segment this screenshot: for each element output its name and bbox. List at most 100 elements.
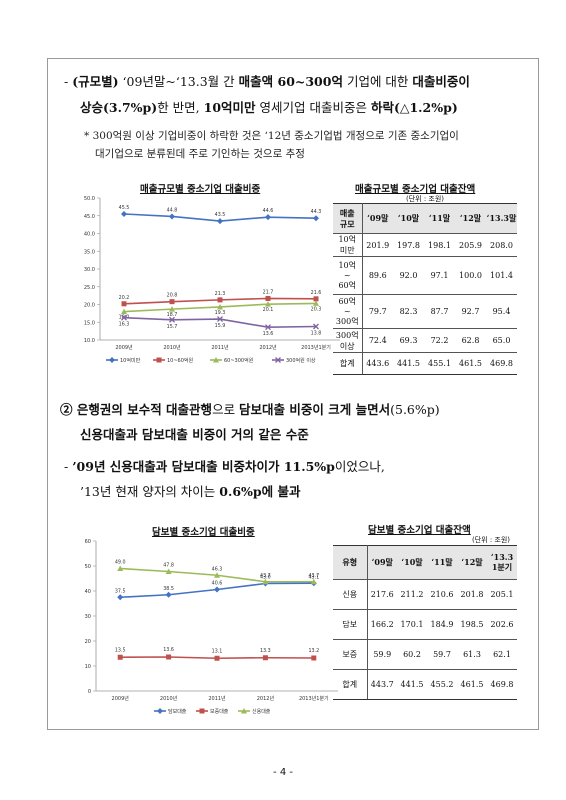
table-cell: 87.7: [424, 294, 455, 329]
data-point: [166, 654, 172, 660]
data-point: [169, 316, 175, 323]
data-point-stroke: [265, 324, 271, 331]
data-point: [165, 591, 172, 598]
data-point-stroke: [313, 323, 319, 330]
table-cell: 441.5: [397, 669, 427, 700]
y-tick-label: 45.0: [84, 214, 95, 220]
table-cell: 60.2: [397, 639, 427, 670]
table-cell: 97.1: [424, 256, 455, 295]
data-point: [265, 301, 271, 307]
para2-line1: ② 은행권의 보수적 대출관행으로 담보대출 비중이 크게 늘면서(5.6%p): [60, 398, 440, 422]
table-cell: 92.7: [455, 294, 486, 329]
y-tick-label: 35.0: [84, 249, 95, 255]
table-cell: 59.7: [427, 639, 457, 670]
data-point: [313, 323, 319, 330]
data-point: [121, 308, 127, 315]
table-header-cell: ‘10말: [393, 203, 424, 234]
y-tick-label: 50.0: [84, 196, 95, 202]
text-run: 으로: [212, 402, 240, 417]
table-header-cell: 유형: [333, 545, 368, 580]
table-cell: 59.9: [367, 639, 397, 670]
data-point: [121, 210, 127, 217]
table-cell: 208.0: [486, 233, 517, 257]
table-cell: 455.2: [427, 669, 457, 700]
x-tick-label: 2012년: [259, 344, 277, 351]
data-point: [241, 708, 247, 714]
x-tick-label: 2012년: [257, 695, 275, 702]
text-run: ’09년 신용대출과 담보대출 비중차이가 11.5%p: [72, 459, 335, 474]
data-point: [117, 594, 124, 601]
table-cell: 198.1: [424, 233, 455, 257]
legend-item: 담보대출: [154, 708, 187, 715]
x-tick-label: 2013년1분기: [299, 695, 329, 702]
data-label: 49.0: [115, 560, 126, 566]
text-run: ’13년 현재 양자의 차이는: [80, 484, 220, 499]
table-cell: 443.7: [367, 669, 397, 700]
data-point: [169, 299, 175, 305]
y-tick-label: 15.0: [84, 320, 95, 326]
data-label: 19.3: [215, 310, 226, 316]
table-cell: 201.9: [362, 233, 393, 257]
series-1: 45.5 44.8 43.5 44.6 44.3: [119, 205, 321, 225]
table2-title: 담보별 중소기업 대출잔액: [368, 525, 471, 536]
table-cell: 72.4: [362, 328, 393, 353]
data-label: 16.3: [119, 322, 130, 328]
data-point: [262, 655, 268, 661]
data-point: [121, 314, 127, 321]
para1-note-line1: * 300억원 이상 기업비중이 하락한 것은 ‘12년 중소기업법 개정으로 …: [84, 130, 459, 142]
para1-line2: 상승(3.7%p)한 반면, 10억미만 영세기업 대출비중은 하락(△1.2%…: [80, 96, 458, 120]
y-tick-label: 60: [85, 539, 91, 545]
data-label: 13.1: [212, 648, 223, 654]
table-row: 보증 59.9 60.2 59.7 61.3 62.1: [333, 639, 517, 670]
table-cell: 210.6: [427, 579, 457, 610]
y-tick-label: 20: [85, 639, 91, 645]
data-label: 13.6: [163, 647, 174, 653]
series-4: 16.3 15.7 15.9 13.6 13.8: [119, 314, 321, 337]
data-label: 20.2: [119, 295, 130, 301]
data-point-stroke: [121, 314, 127, 321]
table-cell: 201.8: [457, 579, 487, 610]
chart1-sales-size-loan-share: 10.0 15.0 20.0 25.0 30.0 35.0 40.0 45.0 50.0 2009…: [84, 196, 340, 364]
table-cell: 69.3: [393, 328, 424, 353]
table-cell: 198.5: [457, 609, 487, 640]
y-tick-label: 40.0: [84, 232, 95, 238]
table-cell: 300억 이상: [333, 328, 363, 353]
data-point: [157, 708, 163, 714]
text-run: 상승(3.7%p): [80, 100, 158, 115]
data-label: 46.3: [212, 566, 223, 572]
table-header-cell: ‘13.3말: [486, 203, 517, 234]
table1-unit: (단위 : 조원): [406, 195, 445, 203]
table-cell: 205.1: [487, 579, 517, 610]
table-cell: 합계: [333, 669, 368, 700]
data-label: 13.3: [260, 648, 271, 654]
text-run: 한 반면,: [157, 100, 204, 115]
table-header-cell: ‘09말: [362, 203, 393, 234]
data-point: [121, 301, 127, 307]
table-row: 60억 ~300억 79.7 82.3 87.7 92.7 95.4: [333, 294, 517, 329]
data-point: [262, 578, 269, 585]
data-label: 47.8: [163, 563, 174, 569]
para2-line3: - ’09년 신용대출과 담보대출 비중차이가 11.5%p이었으나,: [64, 455, 385, 479]
table-header-row: 매출 규모 ‘09말 ‘10말 ‘11말 ‘12말 ‘13.3말: [333, 203, 517, 234]
data-point: [313, 296, 319, 302]
data-point: [265, 324, 271, 331]
table-cell: 197.8: [393, 233, 424, 257]
y-tick-label: 25.0: [84, 285, 95, 291]
table1-sales-size-loan-balance: 매출 규모 ‘09말 ‘10말 ‘11말 ‘12말 ‘13.3말 10억 미만 201.9 197.…: [333, 203, 517, 375]
table-header-cell: ‘11말: [424, 203, 455, 234]
text-run: 영세기업 대출비중은: [255, 100, 371, 115]
table-header-cell: ‘12말: [457, 545, 487, 580]
data-point: [156, 357, 162, 363]
series-2: 20.2 20.8 21.3 21.7 21.6: [119, 289, 321, 307]
text-run: 매출액 60~300억: [238, 74, 343, 89]
text-run: 하락(△1.2%p): [370, 100, 458, 115]
table-cell: 10억 미만: [333, 233, 363, 257]
legend-label: 10억미만: [120, 357, 141, 364]
data-point: [214, 586, 220, 593]
text-run: 신용대출과 담보대출 비중이 거의 같은 수준: [80, 427, 309, 442]
data-label: 15.7: [167, 324, 178, 330]
para1-note-line2: 대기업으로 분류된데 주로 기인하는 것으로 추정: [95, 148, 305, 160]
table-cell: 신용: [333, 579, 368, 610]
table-cell: 469.8: [486, 352, 517, 375]
text-run: 10억미만: [203, 100, 256, 115]
